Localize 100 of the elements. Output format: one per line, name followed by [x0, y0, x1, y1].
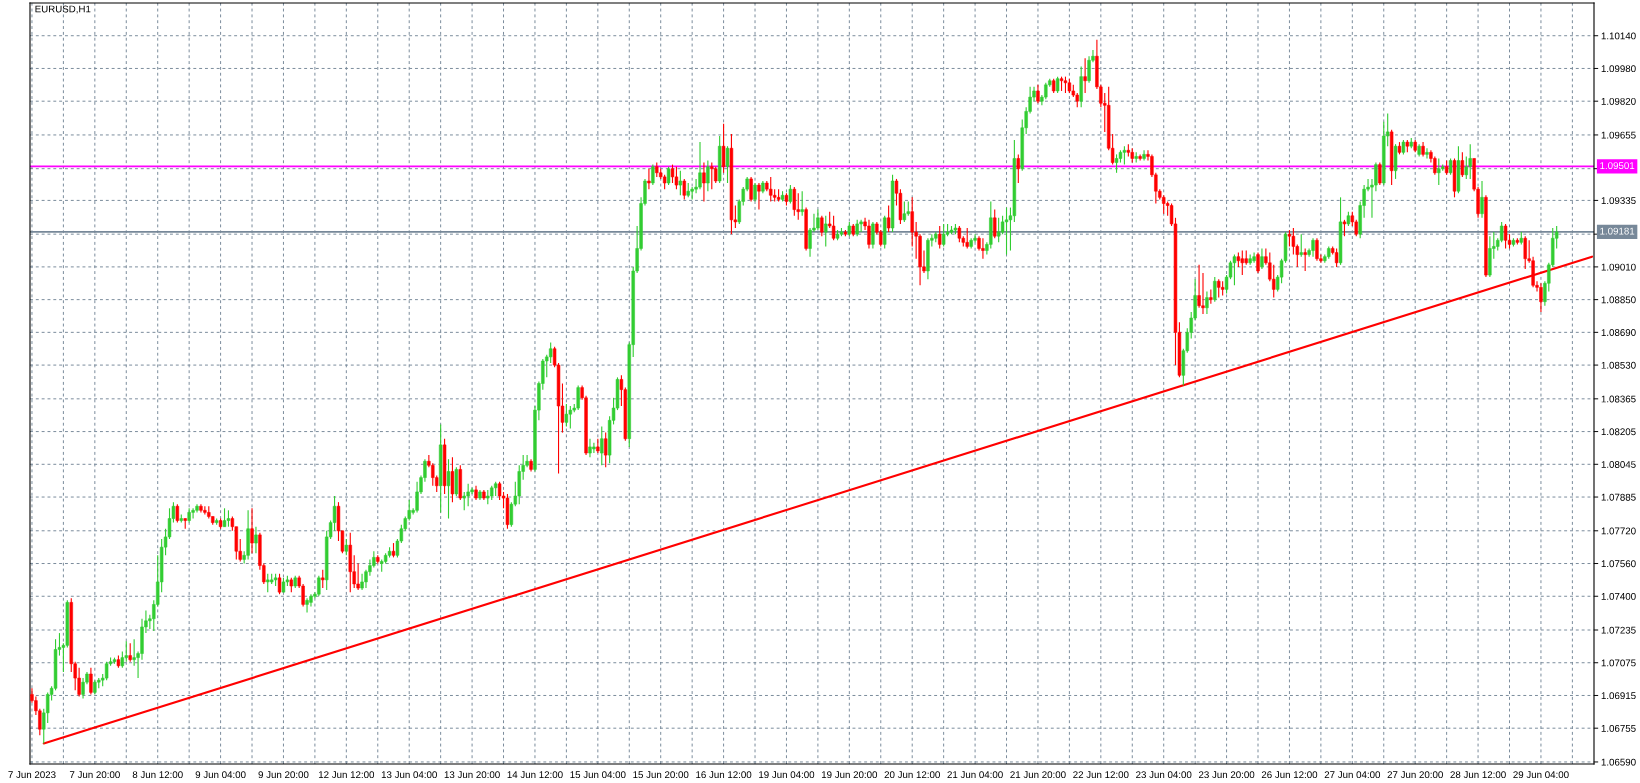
- x-tick-label: 21 Jun 04:00: [947, 771, 1003, 779]
- candlestick: [996, 217, 1001, 243]
- x-tick-label: 27 Jun 20:00: [1387, 771, 1443, 779]
- candlestick: [266, 573, 270, 593]
- candlestick: [1138, 153, 1142, 162]
- y-tick-label: 1.09820: [1601, 97, 1636, 105]
- candlestick: [820, 215, 824, 237]
- y-tick-label: 1.10140: [1601, 32, 1636, 40]
- candlestick: [871, 221, 875, 250]
- candlestick: [1499, 221, 1504, 243]
- candlestick: [1205, 290, 1209, 315]
- candlestick: [710, 162, 714, 190]
- x-tick-label: 7 Jun 20:00: [69, 771, 120, 779]
- y-tick-label: 1.07235: [1601, 626, 1636, 634]
- candlestick: [792, 186, 797, 217]
- candlestick: [1256, 252, 1260, 274]
- candlestick: [674, 166, 679, 190]
- candlestick: [993, 209, 997, 239]
- x-tick-label: 12 Jun 12:00: [318, 771, 375, 779]
- candlestick: [1299, 233, 1303, 258]
- candlestick: [1464, 155, 1468, 180]
- x-tick-label: 20 Jun 12:00: [884, 771, 940, 779]
- candlestick: [788, 184, 793, 205]
- candlestick: [702, 162, 706, 202]
- candlestick: [651, 164, 655, 186]
- candlestick: [938, 225, 942, 250]
- candlestick: [1315, 237, 1319, 262]
- candlestick: [647, 168, 651, 190]
- y-tick-label: 1.07720: [1601, 527, 1636, 535]
- candlestick: [466, 483, 470, 507]
- candlestick: [941, 223, 946, 247]
- candlestick: [1539, 282, 1543, 313]
- x-tick-label: 26 Jun 12:00: [1261, 771, 1318, 779]
- x-tick-label: 23 Jun 04:00: [1136, 771, 1192, 779]
- y-tick-label: 1.08045: [1601, 461, 1636, 468]
- candlestick: [1142, 149, 1146, 162]
- candlestick: [1468, 143, 1472, 180]
- y-tick-label: 1.06590: [1601, 758, 1636, 766]
- candlestick: [1240, 249, 1244, 276]
- x-tick-label: 19 Jun 04:00: [759, 771, 815, 779]
- y-tick-label: 1.07075: [1601, 659, 1636, 667]
- candlestick: [321, 569, 325, 589]
- x-tick-label: 23 Jun 20:00: [1198, 771, 1255, 779]
- candlestick: [604, 432, 608, 468]
- ref-line-label: 1.09501: [1600, 162, 1635, 170]
- candlestick: [965, 227, 969, 250]
- candlestick: [769, 176, 773, 202]
- x-tick-label: 29 Jun 04:00: [1513, 771, 1569, 779]
- candlestick: [721, 123, 726, 174]
- candlestick: [757, 182, 761, 211]
- y-tick-label: 1.09655: [1601, 131, 1636, 139]
- candlestick: [592, 442, 596, 454]
- candlestick: [753, 182, 757, 202]
- candlestick: [1083, 57, 1087, 94]
- candlestick: [250, 507, 254, 554]
- candlestick: [89, 667, 93, 696]
- candlestick: [548, 342, 553, 364]
- y-tick-label: 1.06915: [1601, 692, 1636, 700]
- candlestick: [1114, 153, 1119, 174]
- candlestick: [128, 642, 132, 663]
- candlestick: [831, 215, 836, 241]
- candlestick: [104, 661, 109, 681]
- y-tick-label: 1.08690: [1601, 329, 1636, 336]
- candlestick: [576, 384, 580, 411]
- candlestick: [254, 526, 258, 554]
- y-tick-label: 1.09335: [1601, 197, 1636, 205]
- candlestick: [816, 209, 820, 231]
- candlestick: [1272, 264, 1276, 299]
- candlestick: [725, 145, 730, 184]
- y-tick-label: 1.06755: [1601, 724, 1636, 732]
- x-tick-label: 14 Jun 12:00: [507, 771, 563, 779]
- candlestick: [1291, 227, 1296, 256]
- x-tick-label: 9 Jun 20:00: [258, 771, 309, 779]
- candlestick: [588, 438, 592, 458]
- candlestick: [824, 215, 828, 247]
- candlestick: [1213, 276, 1217, 303]
- x-tick-label: 21 Jun 20:00: [1010, 771, 1066, 779]
- candlestick: [1209, 288, 1213, 305]
- candlestick: [867, 219, 871, 250]
- candlestick: [859, 219, 863, 233]
- candlestick: [1311, 237, 1315, 258]
- candlestick: [1036, 84, 1040, 104]
- x-tick-label: 22 Jun 12:00: [1073, 771, 1129, 779]
- candlestick: [981, 237, 985, 260]
- y-tick-label: 1.08530: [1601, 361, 1636, 369]
- candlestick: [1303, 247, 1307, 272]
- x-tick-label: 13 Jun 04:00: [381, 771, 437, 779]
- y-tick-label: 1.08365: [1601, 395, 1636, 403]
- candlestick: [317, 575, 321, 597]
- candlestick: [1437, 157, 1441, 186]
- x-tick-label: 16 Jun 12:00: [696, 771, 752, 779]
- y-tick-label: 1.07560: [1601, 560, 1636, 568]
- candlestick: [203, 505, 207, 515]
- candlestick: [600, 425, 604, 466]
- candlestick: [1425, 147, 1429, 160]
- candlestick: [800, 190, 804, 217]
- candlestick: [1480, 180, 1484, 219]
- y-tick-label: 1.09980: [1601, 65, 1636, 73]
- y-tick-label: 1.07885: [1601, 493, 1636, 501]
- y-tick-label: 1.09010: [1601, 263, 1636, 271]
